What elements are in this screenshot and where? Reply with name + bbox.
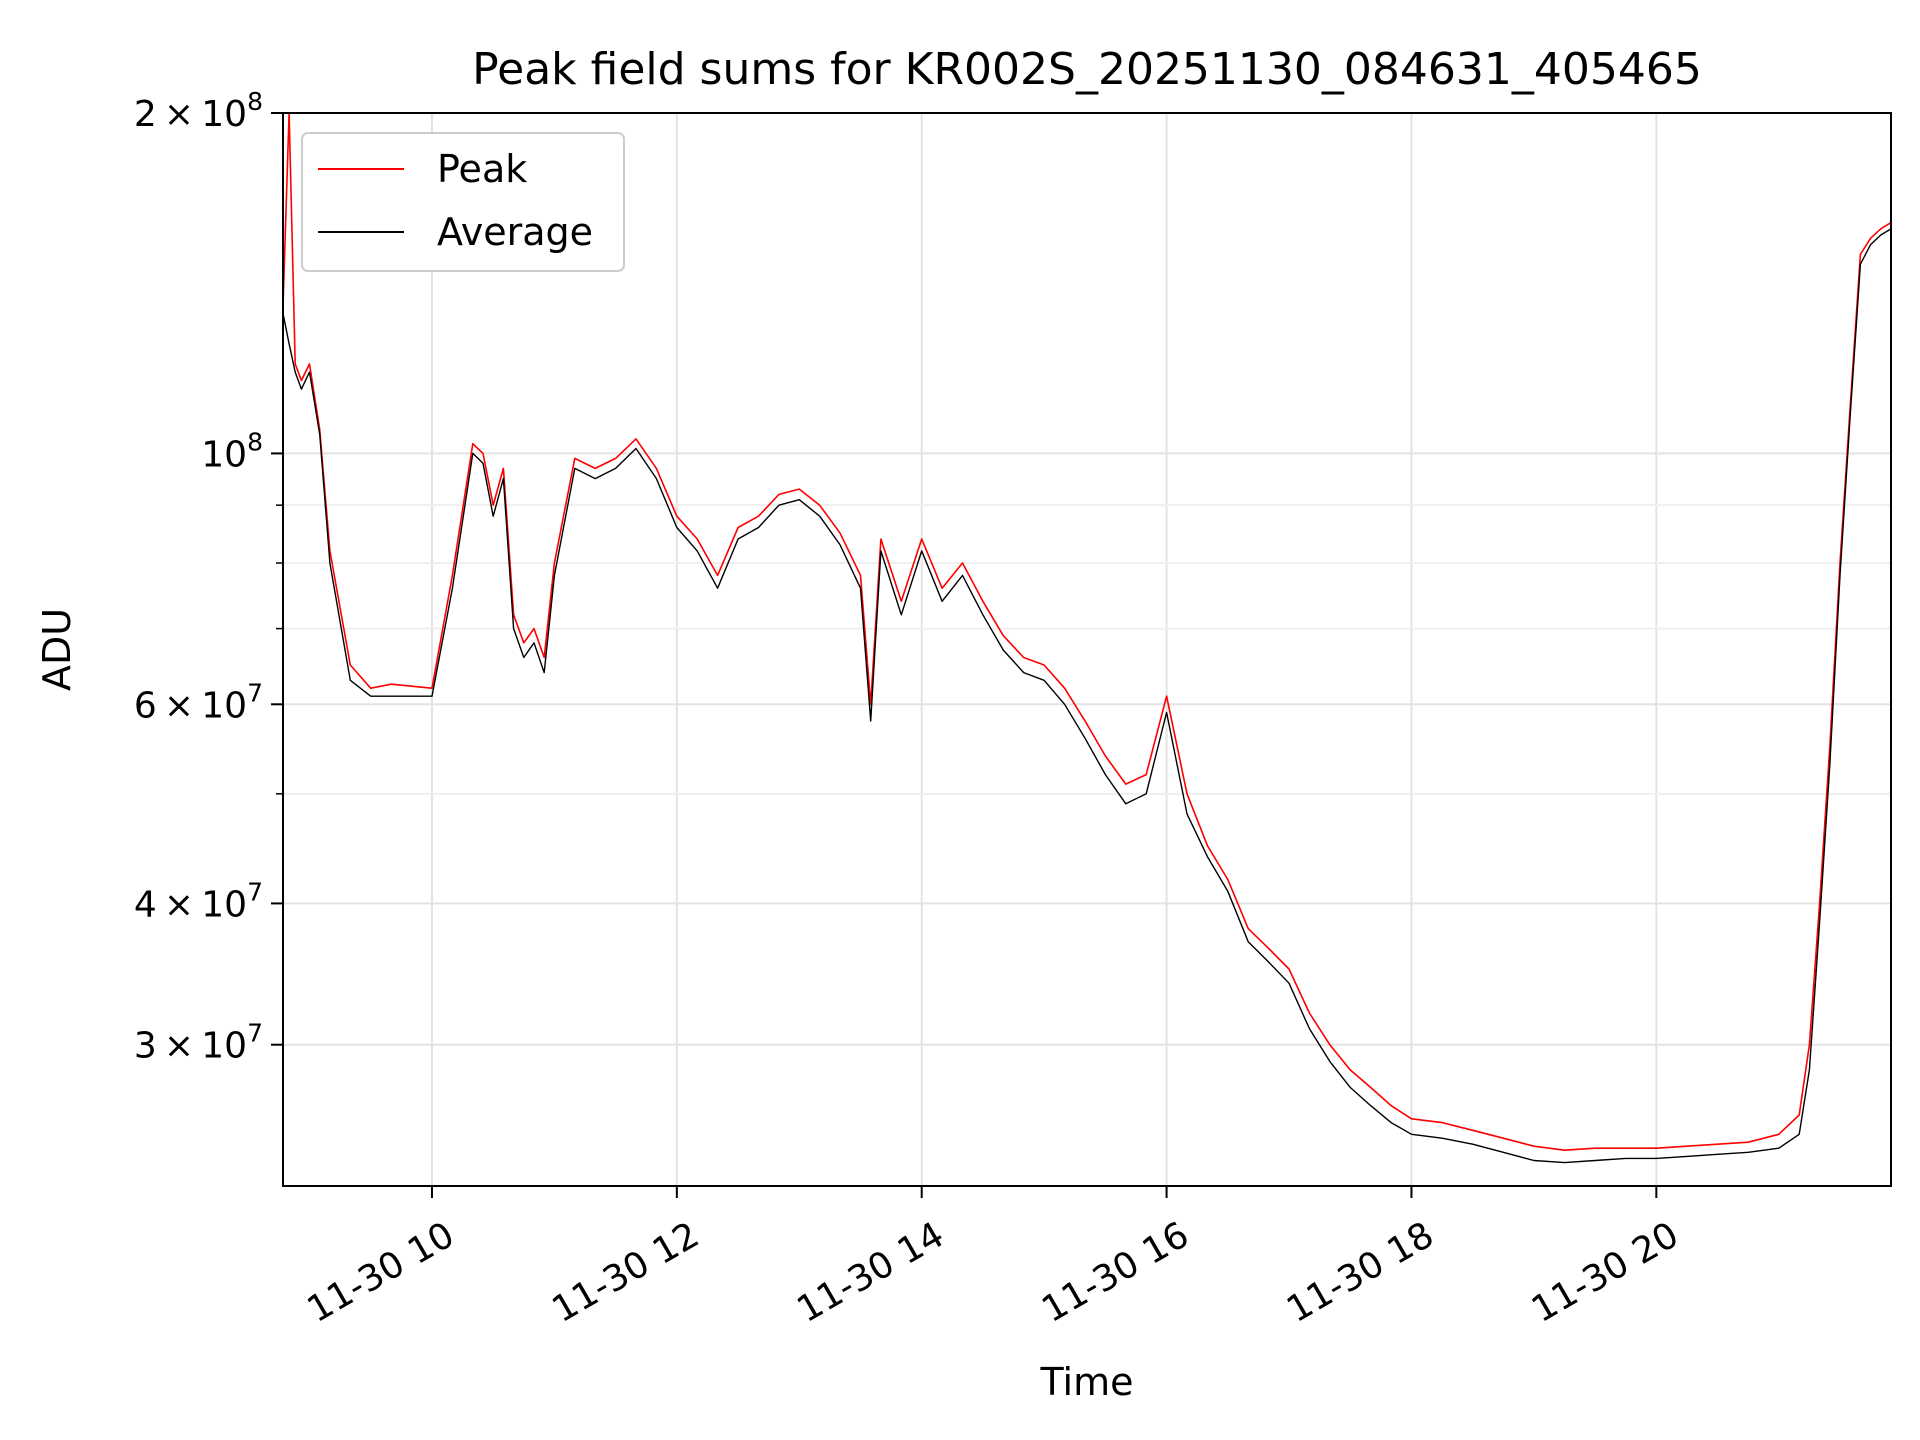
legend-label-peak: Peak — [437, 147, 527, 191]
y-tick-label: 108 — [201, 427, 263, 475]
y-tick-label: 2 × 108 — [134, 87, 263, 135]
axes-frame — [282, 112, 1892, 1187]
y-tick-label: 3 × 107 — [134, 1019, 263, 1067]
x-axis-label: Time — [1040, 1360, 1134, 1404]
y-axis-label: ADU — [35, 608, 79, 691]
series-line-average — [283, 228, 1891, 1164]
legend: Peak Average — [301, 132, 625, 272]
legend-box — [301, 132, 625, 272]
plot-area — [283, 113, 1891, 1164]
chart-title: Peak field sums for KR002S_20251130_0846… — [472, 44, 1702, 95]
legend-label-average: Average — [437, 210, 593, 254]
y-tick-label: 6 × 107 — [134, 678, 263, 726]
series-line-peak — [283, 113, 1891, 1151]
y-tick-label: 4 × 107 — [134, 877, 263, 925]
